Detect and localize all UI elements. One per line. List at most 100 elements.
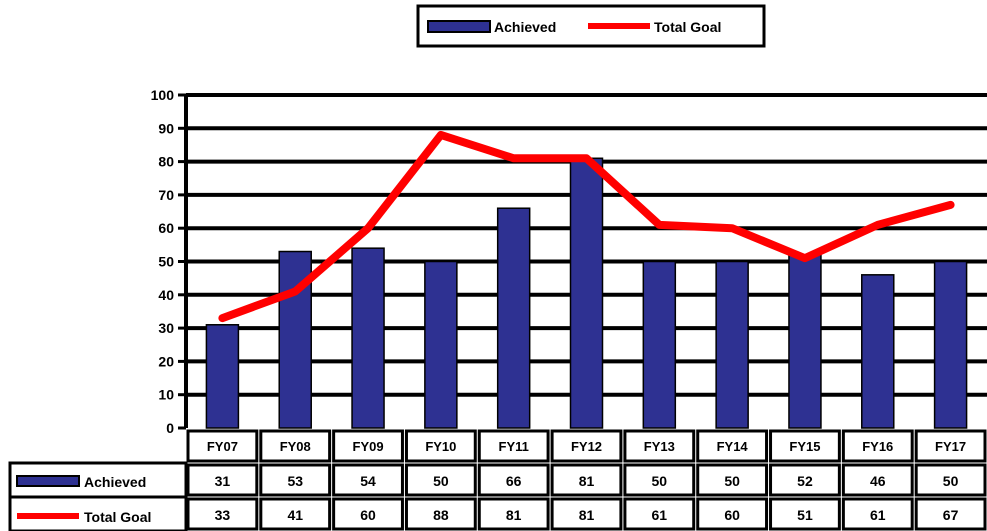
table-value: 53 <box>287 473 303 489</box>
category-label: FY13 <box>644 439 675 454</box>
table-value: 81 <box>506 507 522 523</box>
legend-swatch-achieved <box>427 20 491 33</box>
y-axis-ticks: 0 10 20 30 40 50 60 70 80 90 100 <box>151 87 186 436</box>
table-key-label-total-goal: Total Goal <box>84 509 151 525</box>
category-cell <box>550 429 623 463</box>
table-cell <box>623 463 696 497</box>
table-cell <box>914 497 987 531</box>
category-label: FY17 <box>935 439 966 454</box>
bar-achieved-fy15 <box>788 254 822 429</box>
table-cell <box>259 497 332 531</box>
table-value: 61 <box>652 507 668 523</box>
table-cell <box>841 497 914 531</box>
category-label: FY12 <box>571 439 602 454</box>
table-value: 60 <box>724 507 740 523</box>
bar-achieved-fy10 <box>424 260 458 429</box>
table-value: 41 <box>287 507 303 523</box>
category-cell <box>914 429 987 463</box>
table-cell <box>477 463 550 497</box>
category-cell <box>332 429 404 463</box>
bar-achieved-fy12 <box>569 157 604 429</box>
table-cell <box>623 497 696 531</box>
table-value: 60 <box>360 507 376 523</box>
category-label: FY15 <box>789 439 820 454</box>
table-key-swatch-achieved <box>16 475 80 487</box>
y-tick-label: 70 <box>158 187 174 203</box>
data-table: FY07 FY08 FY09 FY10 FY11 FY12 FY13 FY14 FY15 FY16… <box>8 429 987 531</box>
table-value: 50 <box>724 473 740 489</box>
table-value: 33 <box>215 507 231 523</box>
category-cell <box>769 429 841 463</box>
category-label: FY09 <box>353 439 384 454</box>
category-cell <box>404 429 477 463</box>
legend-label-achieved: Achieved <box>494 19 556 35</box>
table-value: 88 <box>433 507 449 523</box>
legend: Achieved Total Goal <box>416 4 766 48</box>
y-tick-label: 40 <box>158 287 174 303</box>
y-tick-label: 100 <box>151 87 175 103</box>
category-header-row: FY07 FY08 FY09 FY10 FY11 FY12 FY13 FY14 FY15 FY16… <box>186 429 987 463</box>
category-label: FY11 <box>499 439 529 454</box>
table-value: 54 <box>360 473 376 489</box>
bar-achieved-fy07 <box>205 324 240 429</box>
table-cell <box>259 463 332 497</box>
category-cell <box>259 429 332 463</box>
table-value: 50 <box>433 473 449 489</box>
table-cell <box>550 497 623 531</box>
table-row-total-goal: 33 41 60 88 81 81 61 60 51 61 67 <box>186 497 987 531</box>
legend-label-total-goal: Total Goal <box>654 19 721 35</box>
table-row-keys: Achieved Total Goal <box>8 461 188 531</box>
table-value: 52 <box>797 473 813 489</box>
table-cell <box>332 497 404 531</box>
category-label: FY07 <box>207 439 238 454</box>
table-cell <box>186 463 259 497</box>
table-value: 50 <box>652 473 668 489</box>
category-cell <box>186 429 259 463</box>
category-label: FY08 <box>280 439 311 454</box>
category-label: FY14 <box>717 439 749 454</box>
bar-achieved-fy17 <box>933 260 968 429</box>
table-value: 81 <box>579 473 595 489</box>
bar-achieved-fy09 <box>351 247 385 429</box>
table-cell <box>769 463 841 497</box>
category-cell <box>477 429 550 463</box>
category-label: FY16 <box>862 439 893 454</box>
table-cell <box>769 497 841 531</box>
y-tick-label: 20 <box>158 353 174 369</box>
y-tick-label: 90 <box>158 120 174 136</box>
table-row-achieved: 31 53 54 50 66 81 50 50 52 46 50 <box>186 463 987 497</box>
table-value: 66 <box>506 473 522 489</box>
y-tick-label: 30 <box>158 320 174 336</box>
table-cell <box>404 463 477 497</box>
table-value: 31 <box>215 473 231 489</box>
y-tick-label: 60 <box>158 220 174 236</box>
table-value: 81 <box>579 507 595 523</box>
category-cell <box>696 429 769 463</box>
plot-area: 0 10 20 30 40 50 60 70 80 90 100 <box>151 87 987 436</box>
table-value: 50 <box>943 473 959 489</box>
table-cell <box>186 497 259 531</box>
table-cell <box>550 463 623 497</box>
table-value: 46 <box>870 473 886 489</box>
y-tick-label: 10 <box>158 387 174 403</box>
table-cell <box>696 497 769 531</box>
table-key-label-achieved: Achieved <box>84 474 146 490</box>
table-cell <box>404 497 477 531</box>
table-value: 67 <box>943 507 959 523</box>
category-label: FY10 <box>425 439 456 454</box>
table-cell <box>696 463 769 497</box>
bar-achieved-fy16 <box>861 274 895 429</box>
table-value: 51 <box>797 507 813 523</box>
table-cell <box>914 463 987 497</box>
table-value: 61 <box>870 507 886 523</box>
y-tick-label: 80 <box>158 154 174 170</box>
total-goal-line <box>218 130 955 323</box>
table-cell <box>477 497 550 531</box>
bar-achieved-fy11 <box>496 207 531 429</box>
achieved-bars <box>205 157 968 429</box>
category-cell <box>623 429 696 463</box>
table-cell <box>332 463 404 497</box>
bar-achieved-fy14 <box>715 260 749 429</box>
y-tick-label: 0 <box>166 420 174 436</box>
